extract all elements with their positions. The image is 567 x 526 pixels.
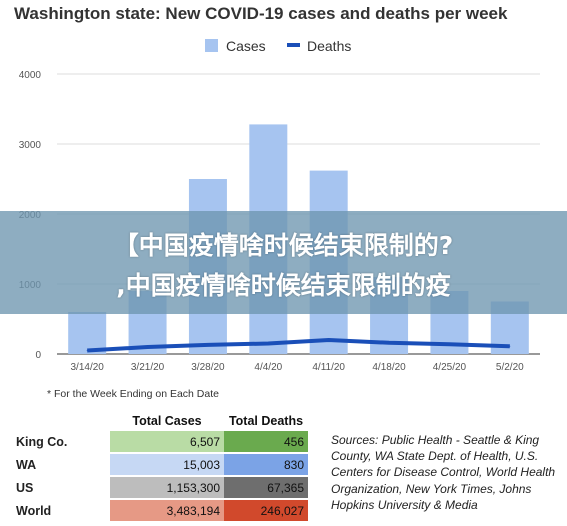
legend-label-deaths: Deaths — [307, 38, 351, 54]
cell-total-cases: 3,483,194 — [110, 499, 224, 523]
x-tick-label: 4/4/20 — [254, 362, 282, 373]
table-row: WA 15,003 830 — [14, 453, 308, 477]
row-label: US — [14, 476, 110, 500]
header-total-cases: Total Cases — [132, 414, 202, 428]
legend-label-cases: Cases — [226, 38, 266, 54]
x-tick-label: 5/2/20 — [496, 362, 524, 373]
cell-total-cases: 1,153,300 — [110, 476, 224, 500]
chart-title: Washington state: New COVID-19 cases and… — [14, 4, 508, 23]
point-deaths — [328, 339, 330, 341]
y-tick-label: 3000 — [19, 140, 42, 151]
bar-cases — [68, 312, 107, 354]
point-deaths — [147, 346, 149, 348]
banner-line-1: 【中国疫情啥时候结束限制的? — [113, 231, 454, 260]
overlay-banner: 【中国疫情啥时候结束限制的? ,中国疫情啥时候结束限制的疫 — [0, 211, 567, 314]
table-row: US 1,153,300 67,365 — [14, 476, 308, 500]
point-deaths — [509, 345, 511, 347]
row-label: World — [14, 499, 110, 523]
line-deaths — [87, 338, 510, 353]
x-tick-label: 4/11/20 — [312, 362, 345, 373]
y-tick-label: 0 — [35, 350, 41, 361]
cell-total-cases: 15,003 — [110, 453, 224, 477]
row-label: King Co. — [14, 431, 110, 454]
header-total-deaths: Total Deaths — [228, 414, 304, 428]
cell-total-cases: 6,507 — [110, 431, 224, 454]
table-header-row: Total Cases Total Deaths — [14, 411, 308, 431]
x-tick-label: 4/25/20 — [433, 362, 467, 373]
x-tick-label: 4/18/20 — [372, 362, 406, 373]
sources-note: Sources: Public Health - Seattle & King … — [331, 433, 556, 512]
point-deaths — [267, 343, 269, 344]
cell-total-deaths: 246,027 — [224, 499, 308, 523]
cell-total-deaths: 456 — [224, 431, 308, 454]
banner-line-2: ,中国疫情啥时候结束限制的疫 — [116, 271, 451, 300]
x-tick-label: 3/14/20 — [71, 362, 105, 373]
point-deaths — [388, 342, 390, 344]
cell-total-deaths: 830 — [224, 453, 308, 477]
point-deaths — [86, 350, 88, 351]
table-corner — [14, 411, 110, 431]
legend-swatch-cases — [205, 39, 218, 52]
row-label: WA — [14, 453, 110, 477]
cell-total-deaths: 67,365 — [224, 476, 308, 500]
x-tick-label: 3/28/20 — [191, 362, 225, 373]
point-deaths — [448, 343, 450, 345]
x-tick-label: 3/21/20 — [131, 362, 165, 373]
point-deaths — [207, 344, 209, 346]
table-row: World 3,483,194 246,027 — [14, 499, 308, 523]
table-row: King Co. 6,507 456 — [14, 431, 308, 454]
footnote: * For the Week Ending on Each Date — [47, 388, 219, 400]
y-tick-label: 4000 — [19, 70, 42, 81]
totals-table: Total Cases Total Deaths King Co. 6,507 45… — [14, 411, 308, 523]
chart: 010002000300040003/14/203/21/203/28/204/… — [19, 38, 540, 373]
